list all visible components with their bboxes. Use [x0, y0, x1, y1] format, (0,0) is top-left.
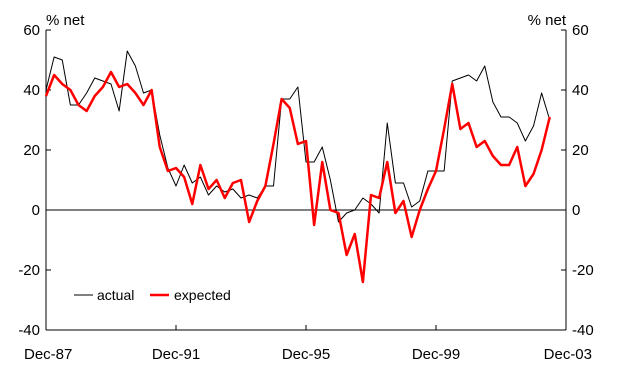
y-tick-label-left: 60 [23, 22, 40, 39]
y-tick-label-left: -20 [18, 262, 40, 279]
x-tick-label: Dec-03 [544, 346, 592, 363]
y-tick-label-right: -40 [572, 322, 594, 339]
y-tick-label-right: 20 [572, 142, 589, 159]
series-line-actual [45, 50, 551, 223]
x-tick-label: Dec-91 [152, 346, 200, 363]
legend-label-actual: actual [97, 287, 134, 303]
y-tick-label-left: -40 [18, 322, 40, 339]
y-tick-label-right: 60 [572, 22, 589, 39]
left-axis-unit-label: % net [46, 12, 85, 29]
right-axis-unit-label: % net [528, 12, 567, 29]
y-tick-label-left: 40 [23, 82, 40, 99]
series-layer [44, 50, 551, 284]
y-tick-label-right: 40 [572, 82, 589, 99]
x-tick-label: Dec-99 [412, 346, 460, 363]
y-tick-label-left: 20 [23, 142, 40, 159]
x-tick-label: Dec-95 [282, 346, 330, 363]
series-line-expected [44, 70, 551, 284]
legend-label-expected: expected [174, 287, 231, 303]
legend: actual expected [74, 287, 231, 303]
y-tick-label-right: -20 [572, 262, 594, 279]
y-tick-label-right: 0 [572, 202, 580, 219]
tick-label-layer: -40 -40 -20 -20 0 0 20 20 40 40 60 60 Dec-87 Dec-91 De… [18, 22, 593, 363]
y-tick-label-left: 0 [32, 202, 40, 219]
x-tick-label: Dec-87 [24, 346, 72, 363]
